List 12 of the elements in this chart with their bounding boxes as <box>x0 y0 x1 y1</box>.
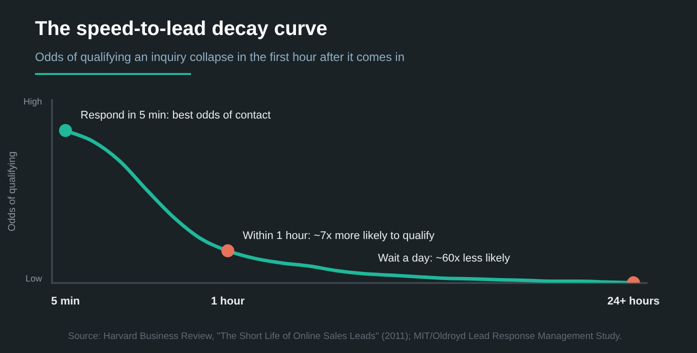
x-tick-label: 5 min <box>51 295 80 308</box>
chart-title: The speed-to-lead decay curve <box>35 18 328 41</box>
annotation: Respond in 5 min: best odds of contact <box>80 109 271 122</box>
text: Low <box>25 273 42 284</box>
text: High <box>23 96 42 106</box>
x-tick-label: 24+ hours <box>607 295 660 308</box>
annotation: Wait a day: ~60x less likely <box>378 252 510 265</box>
annotation: Within 1 hour: ~7x more likely to qualify <box>242 230 435 242</box>
source-note: Source: Harvard Business Review, "The Short Life of Online Sales Leads" (2011); MIT/Oldroyd Lead Response Management Study. <box>68 331 622 342</box>
chart-subtitle: Odds of qualifying an inquiry collapse in the first hour after it comes in <box>35 50 405 64</box>
x-tick-label: 1 hour <box>210 295 246 308</box>
y-axis-title: Odds of qualifying <box>6 151 18 232</box>
